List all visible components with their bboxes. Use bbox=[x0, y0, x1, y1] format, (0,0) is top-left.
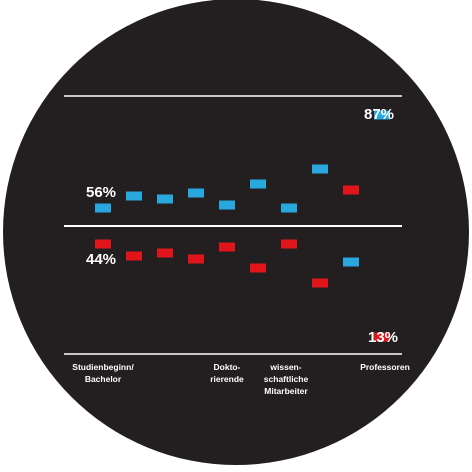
background-circle bbox=[3, 0, 469, 465]
marker-series0-2 bbox=[157, 194, 173, 204]
marker-series1-3 bbox=[188, 254, 204, 264]
marker-series0-7 bbox=[312, 164, 328, 174]
label-last-red: 13% bbox=[368, 329, 398, 346]
marker-series0-5 bbox=[250, 179, 266, 189]
marker-series0-1 bbox=[126, 191, 142, 201]
marker-series1-7 bbox=[312, 278, 328, 288]
marker-series1-0 bbox=[95, 239, 111, 249]
marker-series1-2 bbox=[157, 248, 173, 258]
category-label-9: Professoren bbox=[360, 362, 410, 372]
label-first-blue: 56% bbox=[86, 184, 116, 201]
marker-series0-8 bbox=[343, 257, 359, 267]
label-first-red: 44% bbox=[86, 251, 116, 268]
marker-series1-1 bbox=[126, 251, 142, 261]
marker-series1-4 bbox=[219, 242, 235, 252]
marker-series0-6 bbox=[281, 203, 297, 213]
marker-series1-8 bbox=[343, 185, 359, 195]
data-marks bbox=[95, 110, 390, 342]
marker-series0-3 bbox=[188, 188, 204, 198]
marker-series1-5 bbox=[250, 263, 266, 273]
category-labels: Studienbeginn/Bachelor Dokto-rierende wiss… bbox=[72, 362, 410, 396]
category-label-6: wissen-schaftliche Mitarbeiter bbox=[264, 362, 309, 396]
category-label-0: Studienbeginn/Bachelor bbox=[72, 362, 134, 384]
label-last-blue: 87% bbox=[364, 106, 394, 123]
marker-series0-0 bbox=[95, 203, 111, 213]
marker-series1-6 bbox=[281, 239, 297, 249]
marker-series0-9 bbox=[374, 110, 390, 120]
marker-series1-9 bbox=[374, 332, 390, 342]
category-label-4: Dokto-rierende bbox=[210, 362, 244, 384]
marker-series0-4 bbox=[219, 200, 235, 210]
